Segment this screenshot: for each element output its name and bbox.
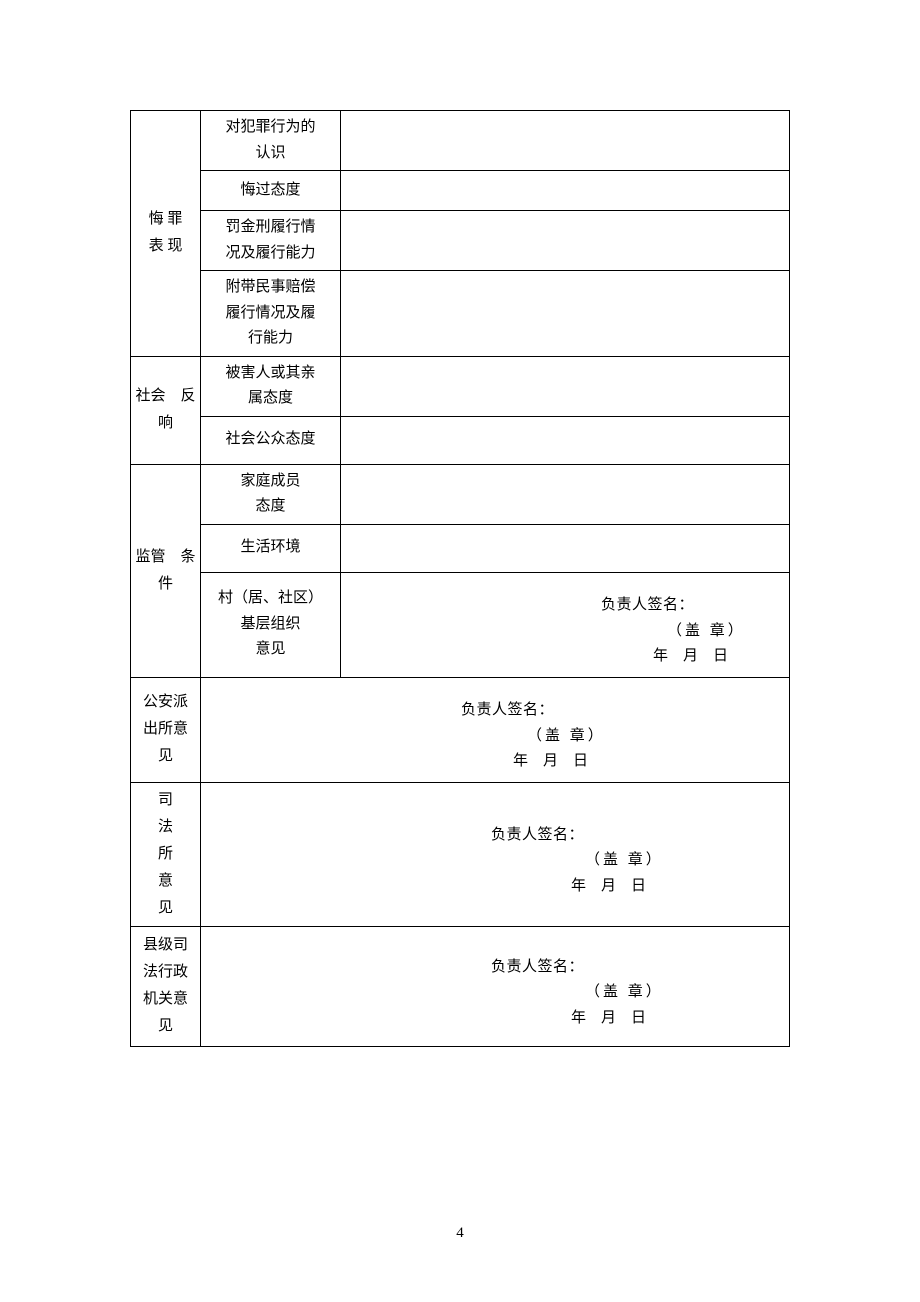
section4-header: 公安派出所意见	[131, 677, 201, 782]
section1-row2-label: 悔过态度	[201, 171, 341, 211]
section6-header-text: 县级司法行政机关意见	[143, 937, 188, 1034]
section2-row1-value	[341, 356, 790, 416]
section4-header-text: 公安派出所意见	[143, 694, 188, 764]
section1-header: 悔 罪表 现	[131, 111, 201, 357]
section6-header: 县级司法行政机关意见	[131, 926, 201, 1046]
section1-row3-label: 罚金刑履行情况及履行能力	[201, 211, 341, 271]
sig-line1: 负责人签名：	[461, 698, 787, 724]
section5-header: 司法所意见	[131, 782, 201, 926]
sig-line2: （盖 章）	[601, 619, 787, 645]
section3-row3-label: 村（居、社区）基层组织意见	[201, 572, 341, 677]
sig-line1: 负责人签名：	[491, 955, 787, 981]
section3-header: 监管 条件	[131, 464, 201, 677]
section2-row2-label: 社会公众态度	[201, 416, 341, 464]
sig-line1: 负责人签名：	[601, 593, 787, 619]
sig-line3: 年 月 日	[491, 874, 787, 900]
sig-line2: （盖 章）	[461, 724, 787, 750]
section4-signature: 负责人签名： （盖 章） 年 月 日	[201, 677, 790, 782]
section1-row4-value	[341, 271, 790, 357]
section2-row1-label: 被害人或其亲属态度	[201, 356, 341, 416]
section6-signature: 负责人签名： （盖 章） 年 月 日	[201, 926, 790, 1046]
sig-line2: （盖 章）	[491, 980, 787, 1006]
section1-header-text: 悔 罪表 现	[149, 211, 183, 254]
section2-header: 社会 反响	[131, 356, 201, 464]
sig-line3: 年 月 日	[461, 749, 787, 775]
sig-line1: 负责人签名：	[491, 823, 787, 849]
sig-line3: 年 月 日	[601, 644, 787, 670]
section3-row2-label: 生活环境	[201, 524, 341, 572]
section1-row4-label: 附带民事赔偿履行情况及履行能力	[201, 271, 341, 357]
form-table: 悔 罪表 现 对犯罪行为的认识 悔过态度 罚金刑履行情况及履行能力 附带民事赔偿…	[130, 110, 790, 1047]
section3-row3-signature: 负责人签名： （盖 章） 年 月 日	[341, 572, 790, 677]
section1-row3-value	[341, 211, 790, 271]
section2-header-text: 社会 反响	[135, 388, 195, 431]
section3-row1-value	[341, 464, 790, 524]
section1-row2-value	[341, 171, 790, 211]
section5-signature: 负责人签名： （盖 章） 年 月 日	[201, 782, 790, 926]
section3-row2-value	[341, 524, 790, 572]
sig-line3: 年 月 日	[491, 1006, 787, 1032]
section1-row1-value	[341, 111, 790, 171]
section3-row1-label: 家庭成员态度	[201, 464, 341, 524]
section1-row1-label: 对犯罪行为的认识	[201, 111, 341, 171]
page-number: 4	[0, 1225, 920, 1242]
sig-line2: （盖 章）	[491, 848, 787, 874]
section2-row2-value	[341, 416, 790, 464]
section3-header-text: 监管 条件	[135, 549, 195, 592]
section5-header-text: 司法所意见	[158, 792, 173, 916]
